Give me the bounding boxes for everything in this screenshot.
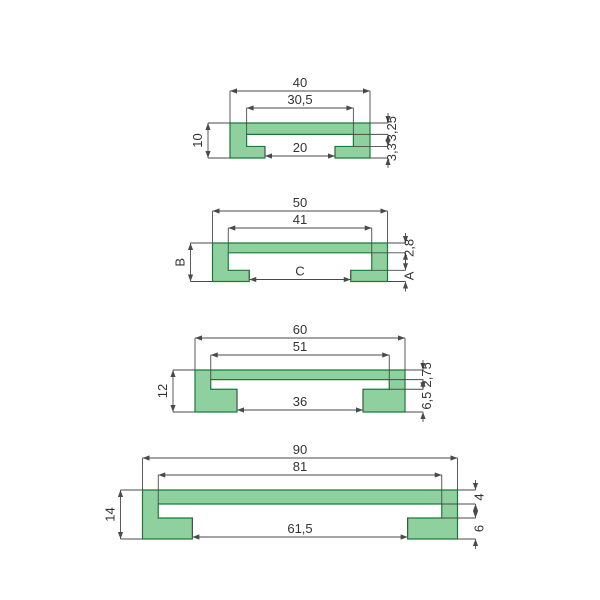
svg-text:10: 10 (190, 133, 205, 147)
svg-text:51: 51 (293, 339, 307, 354)
svg-text:14: 14 (103, 507, 118, 521)
svg-text:4: 4 (472, 493, 487, 500)
svg-text:12: 12 (155, 384, 170, 398)
svg-text:61,5: 61,5 (287, 521, 312, 536)
svg-text:6,5: 6,5 (419, 392, 434, 410)
svg-text:41: 41 (293, 212, 307, 227)
svg-text:81: 81 (293, 459, 307, 474)
svg-text:6: 6 (472, 525, 487, 532)
engineering-diagram: 4030,520103,253,35041CB2,8A605136122,756… (0, 0, 600, 600)
svg-text:A: A (402, 271, 417, 280)
svg-text:40: 40 (293, 75, 307, 90)
svg-text:2,8: 2,8 (402, 239, 417, 257)
svg-text:30,5: 30,5 (287, 92, 312, 107)
svg-text:36: 36 (293, 394, 307, 409)
svg-text:3,25: 3,25 (384, 116, 399, 141)
svg-text:20: 20 (293, 140, 307, 155)
svg-text:50: 50 (293, 195, 307, 210)
svg-text:B: B (173, 258, 188, 267)
svg-text:60: 60 (293, 322, 307, 337)
svg-text:3,3: 3,3 (384, 143, 399, 161)
svg-text:C: C (295, 264, 304, 279)
svg-text:90: 90 (293, 442, 307, 457)
